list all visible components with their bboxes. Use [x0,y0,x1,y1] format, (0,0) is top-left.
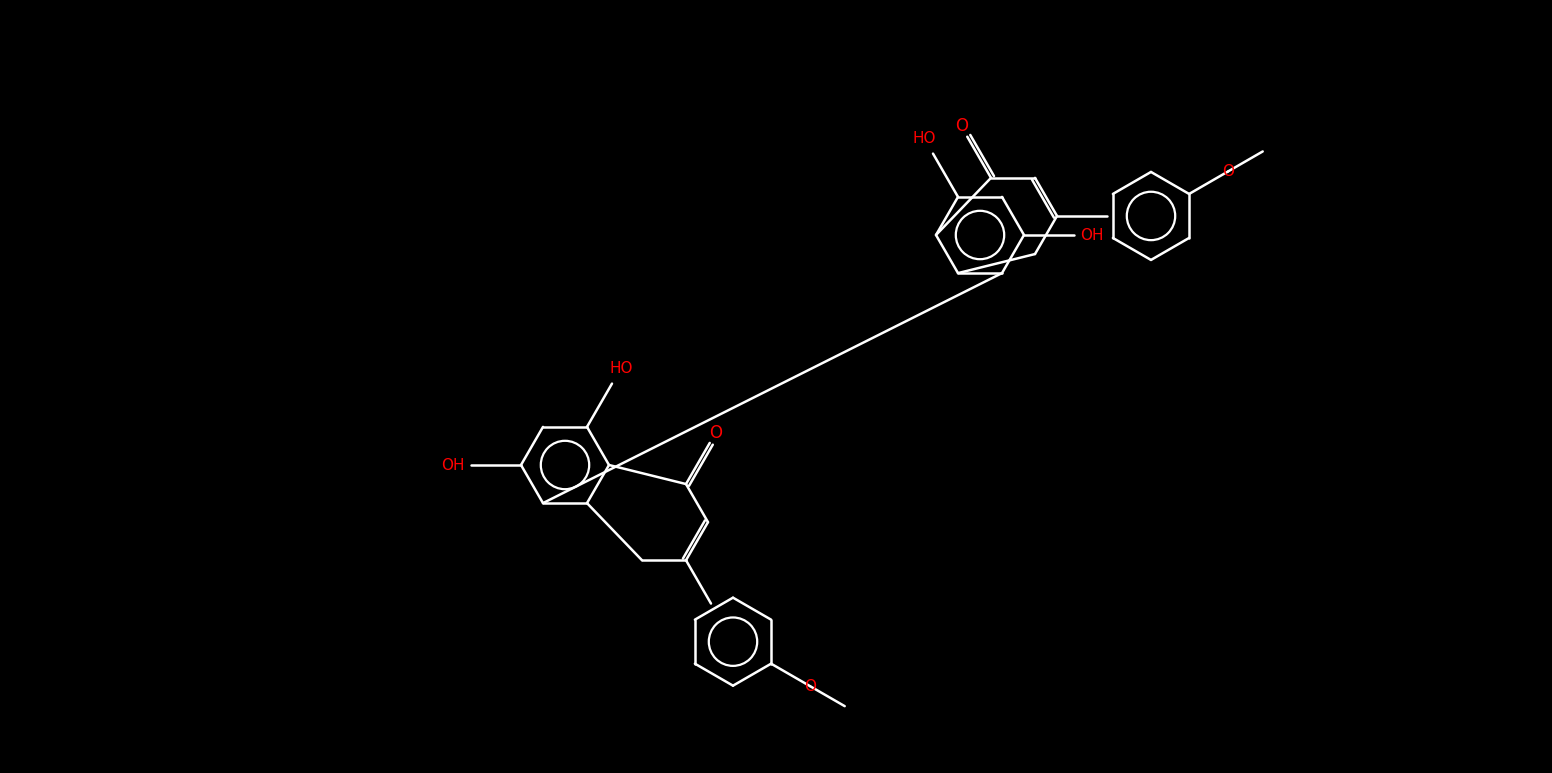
Text: HO: HO [610,360,633,376]
Text: OH: OH [441,458,464,472]
Text: O: O [804,679,816,693]
Text: HO: HO [913,131,936,145]
Text: O: O [709,424,722,441]
Text: OH: OH [1080,227,1103,243]
Text: O: O [954,117,968,135]
Text: O: O [1221,164,1234,179]
